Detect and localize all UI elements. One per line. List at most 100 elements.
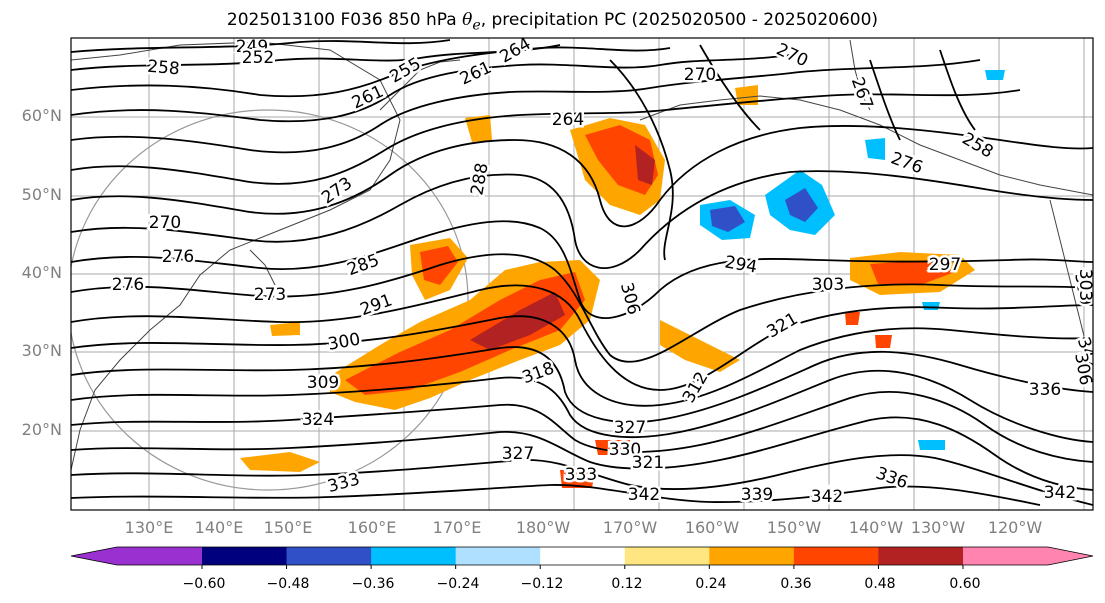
contour-label-halo: 252 [242,48,274,68]
coastlines [71,39,1093,471]
neg-area-1-core [710,206,745,232]
colorbar-extend-min [71,547,202,565]
precip-area-small-2 [465,115,492,142]
colorbar-box [540,547,626,565]
colorbar-box [878,547,964,565]
lon-label-150w: 150°W [766,518,822,537]
colorbar-tick-2: −0.48 [266,576,310,592]
colorbar-tick-10: 0.60 [949,576,981,592]
precip-area-small-4 [735,85,758,105]
contour-label: 327 [502,444,534,464]
colorbar-tick-3: −0.36 [351,576,395,592]
contour-label: 339 [1070,271,1095,306]
colorbar-tick-7: 0.24 [695,576,727,592]
lat-label-50n: 50°N [21,185,62,204]
precip-area-gulf-alaska-max [635,145,655,185]
colorbar-tick-5: −0.12 [520,576,564,592]
lon-label-160e: 160°E [347,518,397,537]
contour-label-halo: 264 [552,110,584,130]
contour-label: 324 [302,410,334,430]
negative-precip-areas [700,70,1005,450]
lon-label-170w: 170°W [602,518,658,537]
lat-label-60n: 60°N [21,106,62,125]
contour-label-halo: 339 [741,485,773,505]
contour-label: 306 [1070,351,1095,386]
contour-label: 342 [811,487,843,507]
precip-area-small-8 [875,335,892,348]
title-suffix: , precipitation PC (2025020500 - 2025020… [480,10,879,30]
contour-label-halo: 303 [812,275,844,295]
lon-label-140e: 140°E [194,518,244,537]
contour-label-halo: 276 [112,275,144,295]
contour-label: 276 [162,247,194,267]
contour-label: 303 [1075,269,1095,301]
contour-label-halo: 327 [614,418,646,438]
title-subscript: e [472,17,481,34]
colorbar-tick-4: −0.24 [436,576,480,592]
contour-label: 276 [112,275,144,295]
contour-label-halo: 270 [684,65,716,85]
colorbar-box [793,547,879,565]
colorbar-outline [70,546,1094,566]
theta-e-contours [71,39,1093,506]
contour-label: 252 [242,48,274,68]
neg-area-3 [865,138,885,160]
positive-precip-areas [240,85,975,488]
colorbar-box [286,547,372,565]
contour-label-halo: 342 [1044,483,1076,503]
colorbar-box [455,547,541,565]
contour-label: 273 [254,285,286,305]
precip-area-subtropics [660,320,740,372]
contour-label: 309 [307,373,339,393]
contour-label: 258 [146,57,180,80]
contour-label-halo: 303 [1075,269,1095,301]
lat-label-20n: 20°N [21,420,62,439]
contour-label: 333 [565,465,597,485]
contour-label: 336 [1029,380,1061,400]
contour-label: 249 [236,37,268,57]
contour-label: 339 [741,485,773,505]
contour-label-halo: 276 [162,247,194,267]
precip-area-small-1 [240,452,320,472]
map-frame [70,37,1094,511]
contour-label-halo: 333 [565,465,597,485]
colorbar-extend-max [963,547,1093,565]
lat-label-30n: 30°N [21,341,62,360]
colorbar-tick-9: 0.48 [864,576,896,592]
contour-label-halo: 342 [811,487,843,507]
lon-label-150e: 150°E [263,518,313,537]
contour-label-halo: 309 [307,373,339,393]
colorbar-box [371,547,457,565]
contour-label-halo: 249 [236,37,268,57]
lon-label-170e: 170°E [432,518,482,537]
precip-area-small-5 [560,470,595,488]
contour-label: 327 [614,418,646,438]
contour-label: 264 [552,110,584,130]
precip-area-small-7 [845,312,860,325]
precip-area-west-pacific-core [345,272,585,395]
colorbar-box [202,547,288,565]
contour-label-halo: 342 [628,485,660,505]
neg-area-4 [918,440,945,450]
lon-label-130e: 130°E [124,518,174,537]
colorbar-box [709,547,795,565]
precip-area-small-6 [270,322,300,336]
lon-label-120w: 120°W [987,518,1043,537]
contour-label: 321 [632,453,664,473]
lon-label-180w: 180°W [515,518,571,537]
colorbar-box [624,547,710,565]
contour-label-halo: 273 [254,285,286,305]
neg-area-5 [922,302,940,310]
contour-label-halo: 327 [502,444,534,464]
contour-label: 270 [684,65,716,85]
lon-label-160w: 160°W [684,518,740,537]
contour-label: 330 [609,440,641,460]
colorbar-tick-6: 0.12 [611,576,643,592]
title-prefix: 2025013100 F036 850 hPa [226,10,463,30]
contour-label-halo: 324 [302,410,334,430]
contour-label: 303 [812,275,844,295]
contour-label-halo: 297 [929,255,961,275]
colorbar-tick-8: 0.36 [780,576,812,592]
lon-label-140w: 140°W [848,518,904,537]
